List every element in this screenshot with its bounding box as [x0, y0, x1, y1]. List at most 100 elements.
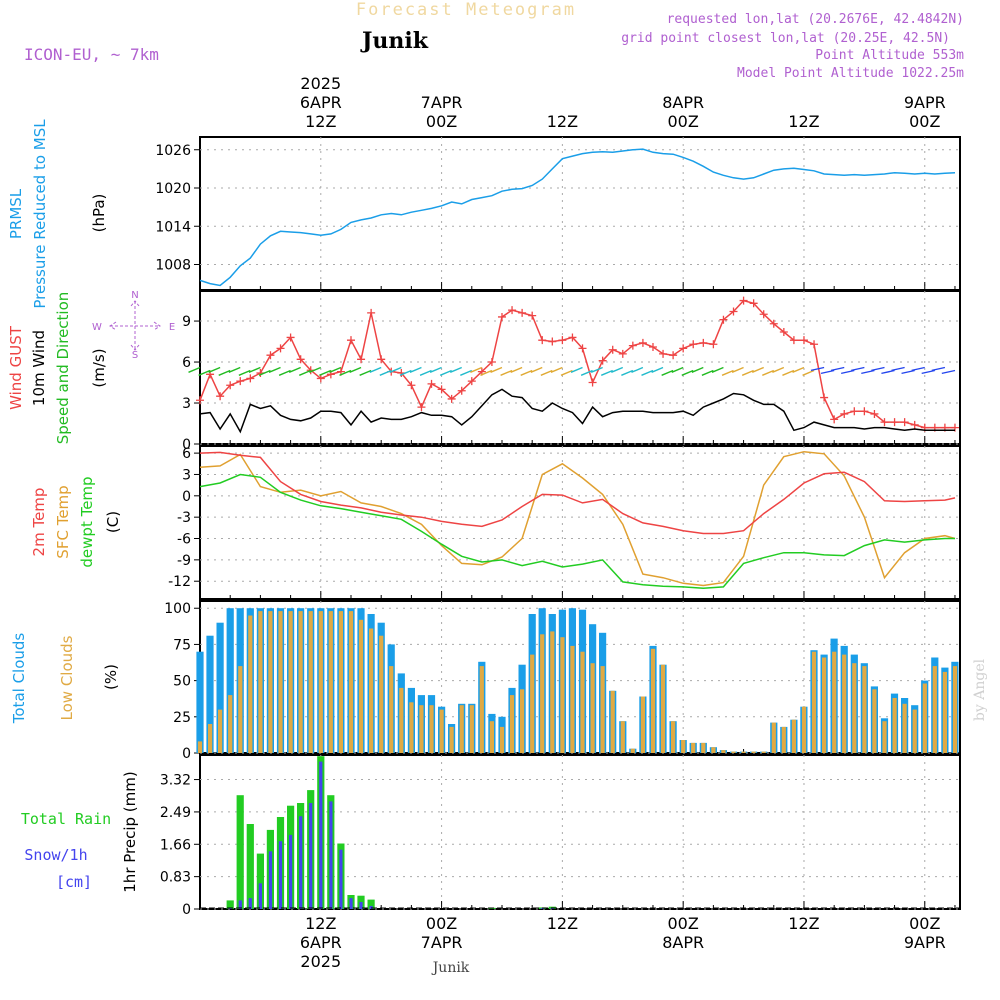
time-label: 9APR: [904, 93, 946, 112]
low-cloud-bar: [248, 615, 253, 753]
wind10m-line: [199, 388, 955, 434]
rain-bar: [256, 853, 264, 909]
wind-arrow: [701, 369, 714, 376]
wind-arrow: [208, 366, 221, 373]
wind-arrow: [891, 366, 905, 372]
time-label: 2025: [300, 74, 341, 93]
compass-s: S: [132, 350, 138, 361]
low-cloud-bar: [922, 683, 927, 753]
y-tick-label: -12: [168, 574, 191, 590]
wind-arrow: [278, 369, 291, 376]
wind-arrow: [540, 369, 553, 376]
wind-arrow: [840, 369, 855, 375]
gust-point: [588, 378, 597, 387]
gust-point: [850, 407, 859, 416]
y-tick-label: 3.32: [160, 773, 191, 789]
panel-2: 0 3 6 9 (m/s) Wind GUST 10m Wind Speed and Dire…: [7, 290, 961, 453]
wind-arrow: [931, 366, 946, 372]
wind-arrow: [419, 369, 432, 376]
gust-point: [538, 336, 547, 345]
low-cloud-bar: [842, 654, 847, 753]
requested-coords: requested lon,lat (20.2676E, 42.4842N): [667, 12, 964, 27]
panel-4: 0 25 50 75 100 (%) Total Clouds Low Clouds: [10, 600, 961, 762]
low-cloud-bar: [409, 702, 414, 753]
time-label: 12Z: [305, 914, 336, 933]
gust-point: [638, 338, 647, 347]
gust-point: [367, 308, 376, 317]
y-tick-label: 75: [173, 637, 191, 653]
wind-arrow: [228, 366, 241, 373]
wind-arrow: [941, 369, 956, 375]
low-cloud-bar: [882, 721, 887, 753]
gust-point: [548, 337, 557, 346]
panels: 1008 1014 1020 1026 (hPa) PRMSL Pressure Reduc…: [7, 119, 961, 918]
wind-arrow: [409, 366, 422, 373]
wind-arrow: [631, 366, 644, 373]
wind-arrow: [349, 366, 362, 373]
wind-arrow: [861, 369, 875, 375]
wind-arrow: [510, 366, 523, 373]
panel-1: 1008 1014 1020 1026 (hPa) PRMSL Pressure Reduc…: [7, 119, 961, 309]
wind-arrow: [580, 369, 593, 376]
gust-point: [810, 340, 819, 349]
gust-point: [266, 351, 275, 360]
gust-point: [910, 420, 919, 429]
wind-arrow: [188, 366, 201, 373]
snow-bar: [248, 898, 252, 909]
y-tick-label: 6: [182, 446, 191, 462]
low-cloud-bar: [238, 666, 243, 753]
low-cloud-bar: [530, 654, 535, 753]
low-cloud-bar: [731, 751, 736, 753]
low-cloud-bar: [711, 747, 716, 753]
wind-arrow: [198, 369, 211, 376]
dewpoint-line: [199, 473, 955, 590]
wind-arrow: [641, 369, 654, 376]
snow-bar: [359, 902, 363, 909]
credit-watermark: by Angel: [972, 658, 988, 721]
gust-point: [679, 344, 688, 353]
snow-bar: [339, 849, 343, 909]
gust-point: [699, 338, 708, 347]
snow-bar: [258, 883, 262, 909]
gust-point: [407, 381, 416, 390]
gust-point: [900, 418, 909, 427]
pressure-line: [199, 148, 956, 287]
wind-arrow: [218, 369, 231, 376]
low-cloud-bar: [650, 648, 656, 753]
time-label: 7APR: [421, 933, 463, 952]
y-tick-label: 100: [164, 601, 191, 617]
gust-point: [789, 336, 798, 345]
y-tick-label: 50: [173, 674, 191, 690]
gust-point: [608, 345, 617, 354]
series-label: dewpt Temp: [78, 476, 96, 567]
wind-arrow: [379, 369, 392, 376]
rain-bar: [226, 900, 234, 909]
low-cloud-bar: [439, 709, 444, 753]
gust-point: [568, 333, 577, 342]
y-axis-label: (C): [104, 511, 122, 533]
low-cloud-bar: [258, 611, 263, 753]
series-label: Pressure Reduced to MSL: [31, 119, 49, 309]
low-cloud-bar: [459, 705, 464, 753]
gust-point: [497, 312, 506, 321]
series-label: Snow/1h: [24, 846, 87, 864]
compass-e: E: [169, 322, 175, 333]
low-cloud-bar: [701, 742, 706, 753]
snow-bar: [349, 898, 353, 909]
compass: N S W E: [92, 290, 175, 361]
snow-bar: [268, 851, 273, 909]
low-cloud-bar: [801, 706, 807, 753]
gust-point: [296, 355, 305, 364]
wind-arrow: [490, 366, 503, 373]
low-cloud-bar: [781, 726, 786, 753]
gust-point: [659, 349, 668, 358]
wind-arrow: [711, 366, 724, 373]
low-cloud-bar: [509, 695, 515, 753]
low-cloud-bar: [369, 628, 374, 753]
y-axis-label: (hPa): [90, 194, 108, 233]
low-cloud-bar: [389, 666, 394, 753]
gust-point: [467, 377, 476, 386]
low-cloud-bar: [751, 751, 756, 753]
